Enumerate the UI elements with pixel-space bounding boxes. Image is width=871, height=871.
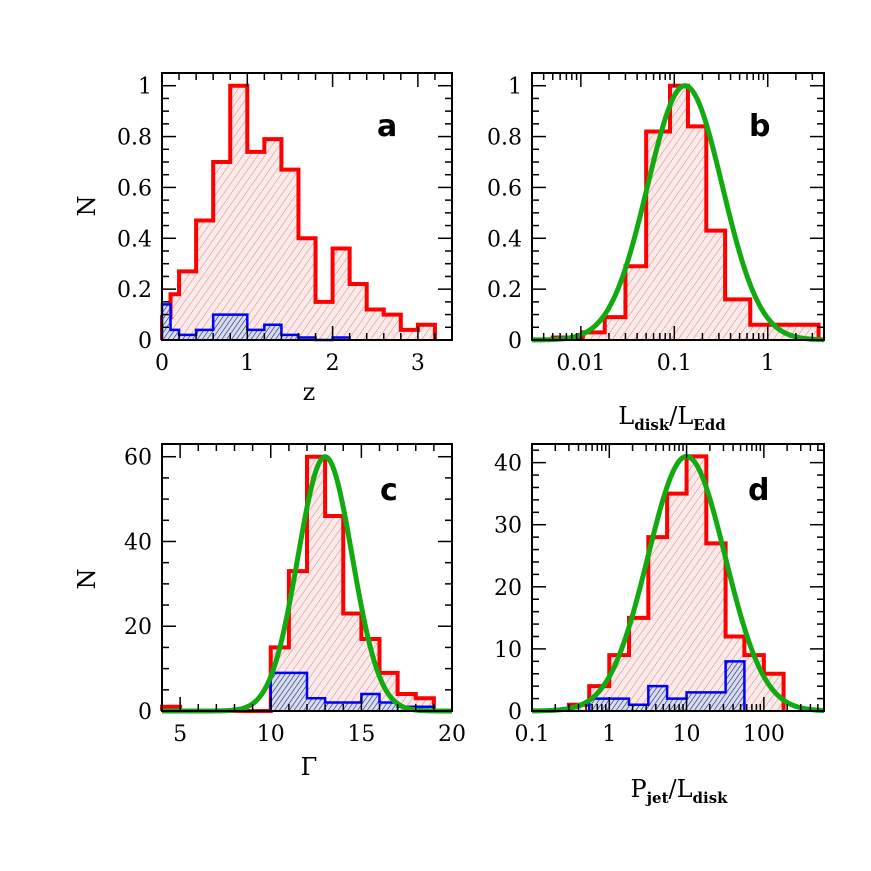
- panel-b-ytick-label: 0: [508, 329, 522, 354]
- panel-a-blue-hist-fill: [162, 304, 350, 340]
- panel-a-ytick-label: 1: [138, 75, 152, 100]
- panel-a-xtick-label: 3: [411, 351, 425, 376]
- panel-a-ticks: 0 1 2 3 0 0.2 0.4 0.6 0.8 1: [117, 72, 453, 376]
- panel-b-ytick-label: 0.2: [487, 278, 522, 303]
- panel-d-xlabel-sub1: jet: [645, 789, 669, 807]
- panel-b-ytick-label: 0.8: [487, 126, 522, 151]
- panel-b-xlabel-sub2: Edd: [693, 416, 726, 434]
- panel-b-xlabel-sub1: disk: [634, 416, 670, 434]
- panel-c-frame: [161, 443, 453, 712]
- panel-c-ytick-label: 40: [124, 530, 152, 555]
- panel-c-xtick-label: 5: [173, 722, 187, 747]
- panel-a-ytick-label: 0.4: [117, 227, 152, 252]
- panel-c-ytick-label: 20: [124, 615, 152, 640]
- panel-letter-c: c: [380, 473, 398, 508]
- panel-b-ytick-label: 0.6: [487, 176, 522, 201]
- panel-a-xtick-label: 1: [240, 351, 254, 376]
- panel-b-ticks: 0.01 0.1 1 0 0.2 0.4 0.6 0.8 1: [487, 72, 825, 376]
- panel-d-gaussian-fit: [531, 453, 825, 714]
- panel-b-ytick-label: 1: [508, 75, 522, 100]
- panel-a-xlabel: z: [303, 378, 316, 406]
- panel-d-ytick-label: 10: [494, 638, 522, 663]
- panel-d-ytick-label: 20: [494, 576, 522, 601]
- panel-b-xlabel: Ldisk/LEdd: [618, 402, 726, 434]
- panel-b-ytick-label: 0.4: [487, 227, 522, 252]
- panel-d-ytick-label: 40: [494, 452, 522, 477]
- panel-d-blue-histogram: [587, 660, 746, 711]
- panel-b-xtick-label: 0.1: [657, 351, 692, 376]
- panel-b-red-hist-fill: [552, 85, 819, 340]
- panel-d-xtick-label: 10: [673, 722, 701, 747]
- panel-a-frame: [161, 72, 453, 341]
- panel-d-ytick-label: 30: [494, 514, 522, 539]
- panel-d-ytick-label: 0: [508, 700, 522, 725]
- panel-c-ytick-label: 0: [138, 700, 152, 725]
- panel-d-xtick-label: 0.1: [515, 722, 550, 747]
- panel-letter-d: d: [748, 473, 769, 508]
- panel-b-xlabel-part2: L: [677, 402, 693, 430]
- panel-c-ytick-label: 60: [124, 446, 152, 471]
- panel-b-frame: [531, 72, 825, 341]
- panel-c-blue-hist-fill: [270, 672, 434, 711]
- panel-d-red-hist-fill: [568, 456, 784, 711]
- panel-letter-a: a: [377, 109, 397, 144]
- panel-letter-b: b: [749, 109, 770, 144]
- panel-d-plot: [531, 453, 825, 714]
- panel-b-xtick-label: 1: [761, 351, 775, 376]
- panel-a-ytick-label: 0.6: [117, 176, 152, 201]
- panel-a: a z N: [73, 109, 397, 406]
- panel-d-xlabel: Pjet/Ldisk: [630, 775, 728, 807]
- panel-a-red-histogram: [160, 83, 437, 340]
- panel-d-xtick-label: 100: [743, 722, 785, 747]
- panel-b-plot: [531, 83, 825, 343]
- panel-a-xtick-label: 0: [155, 351, 169, 376]
- panel-c-ticks: 5 10 15 20 0 20 40 60: [124, 444, 466, 747]
- panel-b: b Ldisk/LEdd: [618, 109, 770, 434]
- panel-b-xlabel-part1: L: [618, 402, 634, 430]
- panel-c-xtick-label: 10: [257, 722, 285, 747]
- panel-a-ytick-label: 0: [138, 329, 152, 354]
- panel-a-ytick-label: 0.8: [117, 126, 152, 151]
- panel-d-frame: [531, 443, 825, 712]
- panel-c-red-hist-fill: [162, 456, 434, 711]
- panel-c-ylabel: N: [73, 569, 101, 590]
- panel-c-xtick-label: 20: [438, 722, 466, 747]
- panel-c-xtick-label: 15: [347, 722, 375, 747]
- panel-d-xlabel-part1: P: [630, 775, 646, 803]
- panel-b-xtick-label: 0.01: [556, 351, 605, 376]
- panel-c-xlabel: Γ: [301, 753, 318, 781]
- panel-a-ytick-label: 0.2: [117, 278, 152, 303]
- panel-a-xtick-label: 2: [326, 351, 340, 376]
- panel-b-red-histogram: [550, 83, 821, 340]
- panel-a-ylabel: N: [73, 196, 101, 217]
- panel-d: d Pjet/Ldisk: [630, 473, 769, 807]
- panel-d-xlabel-sub2: disk: [693, 789, 729, 807]
- panel-d-xtick-label: 1: [602, 722, 616, 747]
- panel-c: c Γ N: [73, 473, 398, 781]
- panel-c-plot: [160, 454, 453, 714]
